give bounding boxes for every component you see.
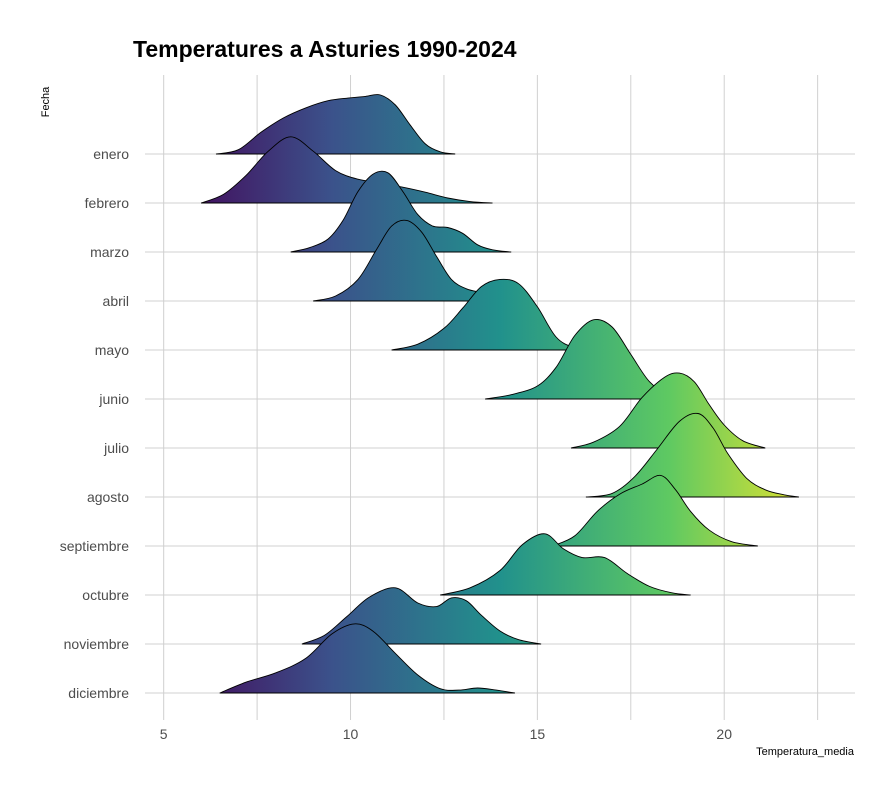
y-tick-diciembre: diciembre (68, 685, 129, 701)
y-tick-labels: enero febrero marzo abril mayo junio julio agos… (60, 146, 129, 701)
y-tick-febrero: febrero (85, 195, 130, 211)
y-axis-title: Fecha (40, 86, 52, 117)
ridge-agosto (585, 412, 799, 498)
y-tick-mayo: mayo (95, 342, 129, 358)
chart-title: Temperatures a Asturies 1990-2024 (133, 36, 517, 62)
ridge-enero (215, 94, 456, 155)
y-tick-septiembre: septiembre (60, 538, 129, 554)
ridges-layer (200, 94, 799, 694)
y-tick-julio: julio (103, 440, 129, 456)
ridge-octubre (440, 533, 691, 596)
y-tick-octubre: octubre (82, 587, 129, 603)
x-tick-labels: 5 10 15 20 (160, 726, 732, 742)
y-tick-enero: enero (93, 146, 129, 162)
ridge-julio (570, 372, 766, 449)
ridge-septiembre (552, 474, 758, 547)
ridge-mayo (391, 278, 594, 351)
y-tick-agosto: agosto (87, 489, 129, 505)
x-tick-10: 10 (343, 726, 359, 742)
y-tick-noviembre: noviembre (64, 636, 130, 652)
x-tick-15: 15 (530, 726, 546, 742)
y-tick-marzo: marzo (90, 244, 129, 260)
ridge-diciembre (219, 623, 515, 694)
y-tick-junio: junio (98, 391, 129, 407)
ridge-marzo (290, 170, 512, 253)
ridge-febrero (200, 136, 493, 204)
x-axis-title: Temperatura_media (756, 746, 855, 758)
x-tick-5: 5 (160, 726, 168, 742)
y-tick-abril: abril (103, 293, 129, 309)
x-tick-20: 20 (716, 726, 732, 742)
